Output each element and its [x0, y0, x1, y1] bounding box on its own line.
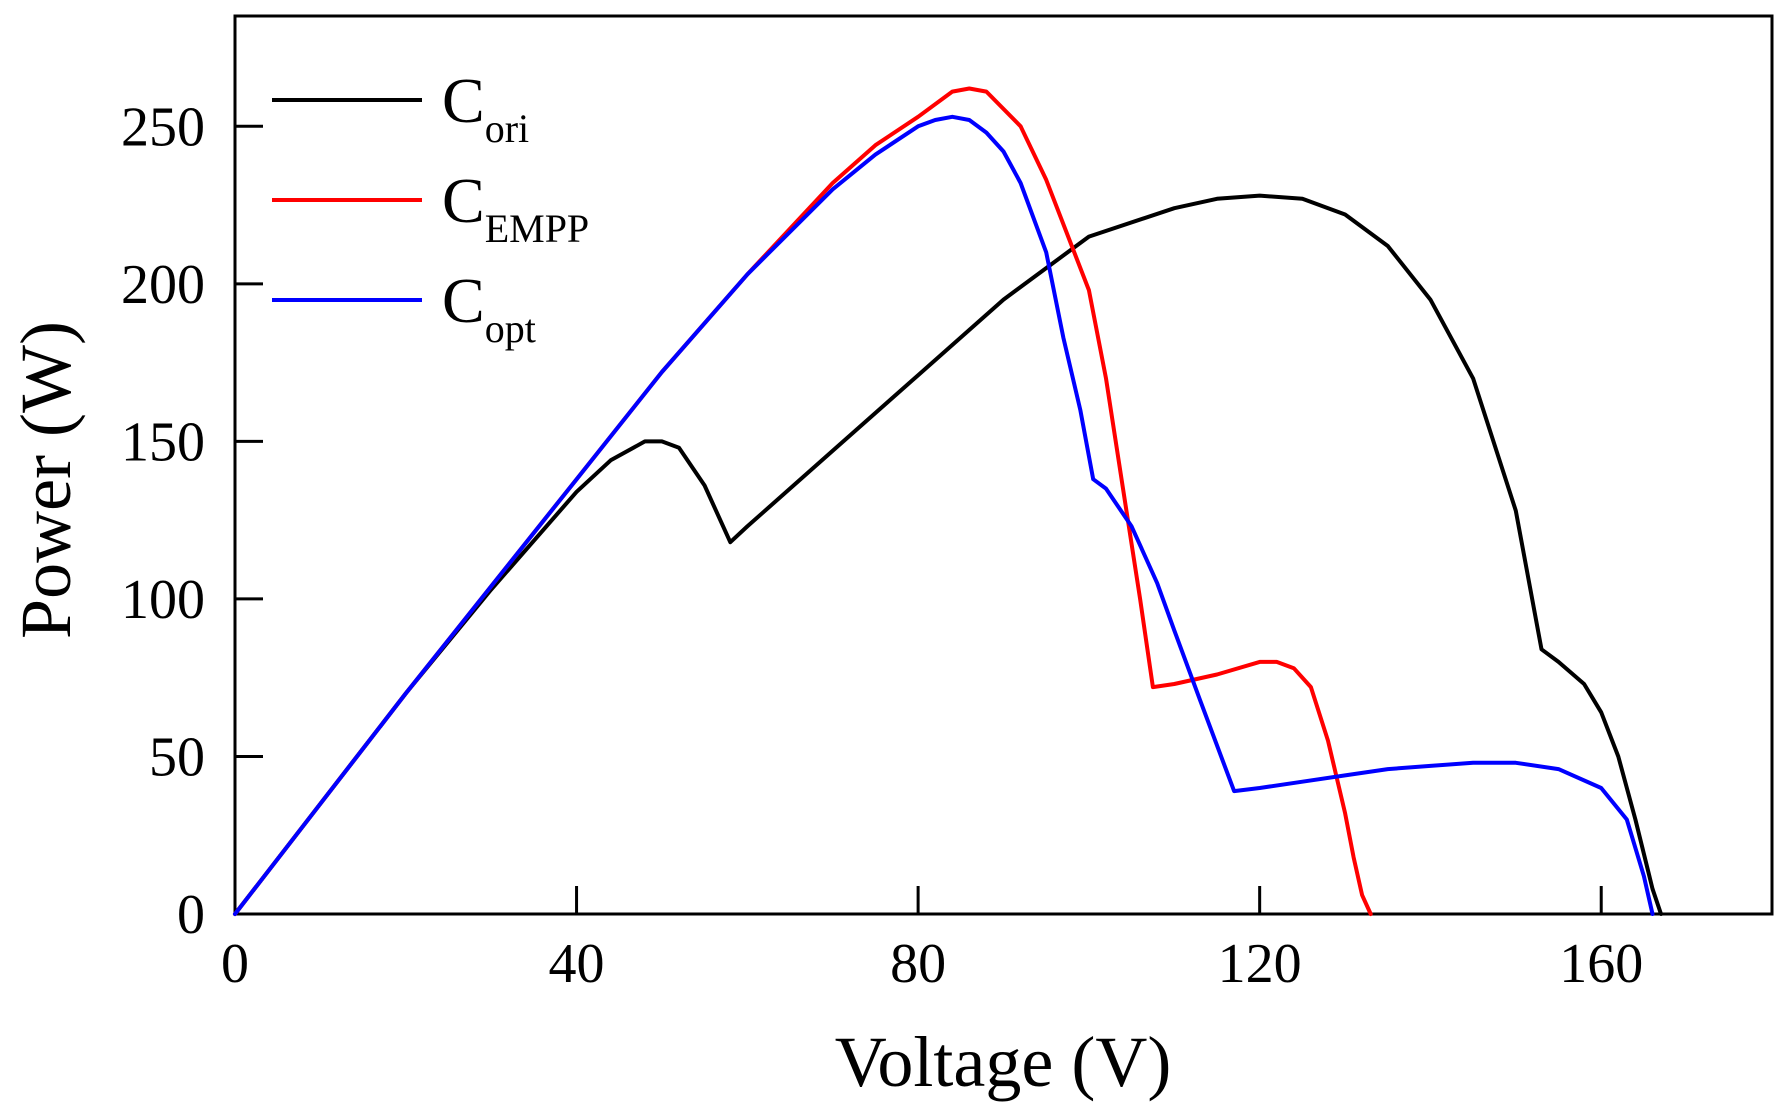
legend-entry-ori: Cori: [272, 65, 529, 151]
x-tick-label-0: 0: [221, 933, 249, 995]
y-tick-label-3: 150: [121, 411, 205, 473]
x-tick-label-3: 120: [1218, 933, 1302, 995]
x-tick-label-2: 80: [890, 933, 946, 995]
series-lines: [233, 86, 1663, 916]
legend-entry-empp: CEMPP: [272, 165, 589, 251]
y-tick-label-0: 0: [177, 884, 205, 946]
series-line-ori: [233, 193, 1663, 916]
plot-frame: [233, 14, 1774, 916]
x-tick-label-1: 40: [549, 933, 605, 995]
y-tick-label-1: 50: [149, 726, 205, 788]
legend-label-opt: Copt: [442, 265, 536, 351]
legend-label-empp: CEMPP: [442, 165, 589, 251]
series-line-opt: [233, 114, 1655, 916]
y-axis-title: Power (W): [6, 321, 86, 639]
series-line-empp: [233, 86, 1373, 916]
x-axis-title: Voltage (V): [835, 1022, 1172, 1102]
axis-tick-labels: 0 40 80 120 160 0 50 100 150 200 250: [121, 96, 1643, 995]
legend-entry-opt: Copt: [272, 265, 536, 351]
x-tick-label-4: 160: [1559, 933, 1643, 995]
y-tick-label-5: 250: [121, 96, 205, 158]
axis-ticks: [233, 124, 1603, 916]
y-tick-label-2: 100: [121, 569, 205, 631]
y-tick-label-4: 200: [121, 254, 205, 316]
legend: Cori CEMPP Copt: [272, 65, 589, 351]
legend-label-ori: Cori: [442, 65, 529, 151]
